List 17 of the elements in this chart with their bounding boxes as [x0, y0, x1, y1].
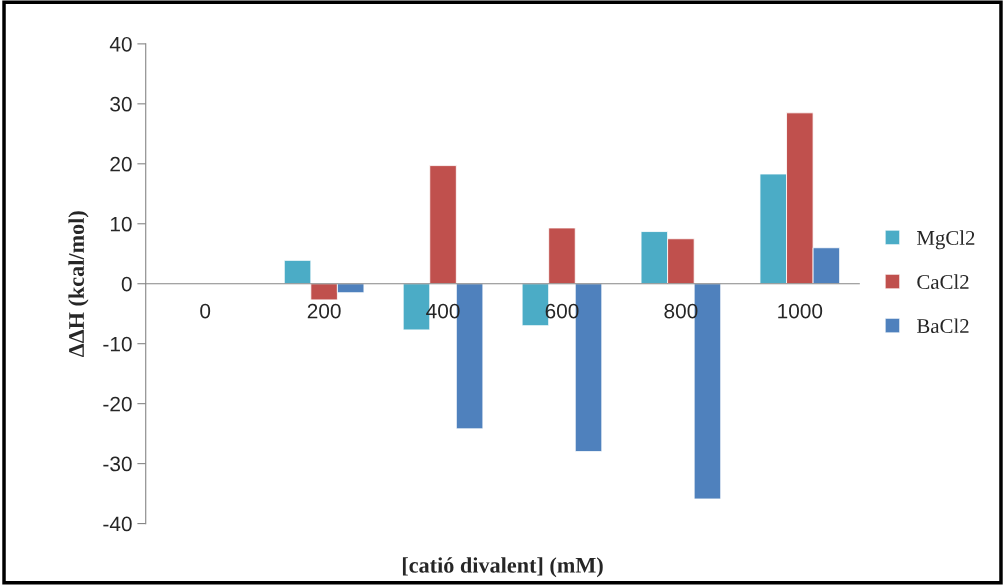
- y-tick-label: 20: [110, 156, 132, 172]
- y-tick-label: 0: [121, 276, 132, 292]
- y-tick-label: -30: [103, 456, 132, 472]
- legend-label: MgCl2: [917, 230, 975, 250]
- legend-label: CaCl2: [917, 274, 969, 290]
- x-tick-label: 0: [200, 303, 211, 319]
- y-tick-label: -40: [103, 516, 132, 532]
- y-tick-label: -20: [103, 396, 132, 412]
- y-tick-label: 10: [110, 216, 132, 232]
- legend-label: BaCl2: [917, 318, 969, 334]
- y-tick-label: 40: [109, 36, 132, 52]
- x-axis-title: [catió divalent] (mM): [402, 557, 603, 578]
- y-tick-label: -10: [103, 336, 132, 352]
- x-tick-label: 1000: [778, 303, 823, 319]
- y-axis-title: ΔΔH (kcal/mol): [68, 211, 89, 357]
- x-tick-label: 200: [307, 303, 341, 319]
- y-tick-label: 30: [110, 96, 132, 112]
